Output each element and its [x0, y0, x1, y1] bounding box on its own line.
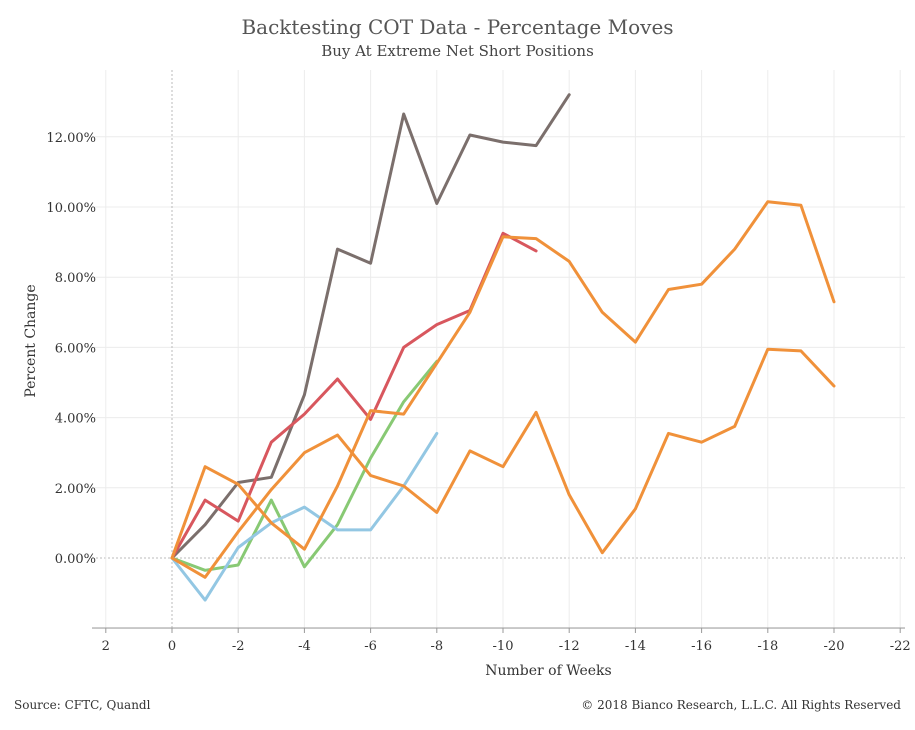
y-axis-title: Percent Change — [23, 284, 39, 397]
copyright-note: © 2018 Bianco Research, L.L.C. All Right… — [581, 698, 901, 712]
x-tick-label: -22 — [890, 639, 911, 654]
x-tick-label: 0 — [168, 639, 176, 654]
x-tick-label: 2 — [102, 639, 110, 654]
series-line-5 — [170, 347, 836, 579]
y-tick-label: 4.00% — [55, 412, 96, 427]
series-line-2 — [170, 231, 538, 560]
x-tick-label: -2 — [232, 639, 245, 654]
x-tick-label: -18 — [757, 639, 778, 654]
x-tick-label: -16 — [691, 639, 712, 654]
series-line-3 — [170, 359, 439, 572]
series-line-4 — [170, 431, 439, 602]
y-tick-label: 0.00% — [55, 552, 96, 567]
y-tick-label: 8.00% — [55, 271, 96, 286]
series-line-1 — [170, 93, 571, 560]
x-axis-title: Number of Weeks — [485, 663, 611, 679]
chart-title: Backtesting COT Data - Percentage Moves — [241, 15, 674, 39]
x-tick-label: -14 — [625, 639, 646, 654]
series-line-6 — [170, 200, 836, 560]
x-tick-label: -8 — [430, 639, 443, 654]
y-tick-label: 12.00% — [46, 131, 96, 146]
x-tick-label: -6 — [364, 639, 377, 654]
x-tick-label: -10 — [493, 639, 514, 654]
x-tick-label: -4 — [298, 639, 311, 654]
series-layer — [170, 93, 836, 602]
chart-subtitle: Buy At Extreme Net Short Positions — [321, 42, 594, 60]
source-note: Source: CFTC, Quandl — [14, 698, 151, 712]
y-tick-label: 6.00% — [55, 341, 96, 356]
axes: 0.00% 2.00% 4.00% 6.00% 8.00% 10.00% 12.00% 2 0 -… — [46, 131, 910, 654]
y-tick-label: 2.00% — [55, 482, 96, 497]
x-tick-label: -20 — [824, 639, 845, 654]
axis-labels: Number of Weeks Percent Change — [23, 284, 612, 679]
x-tick-label: -12 — [559, 639, 580, 654]
y-tick-label: 10.00% — [46, 201, 96, 216]
